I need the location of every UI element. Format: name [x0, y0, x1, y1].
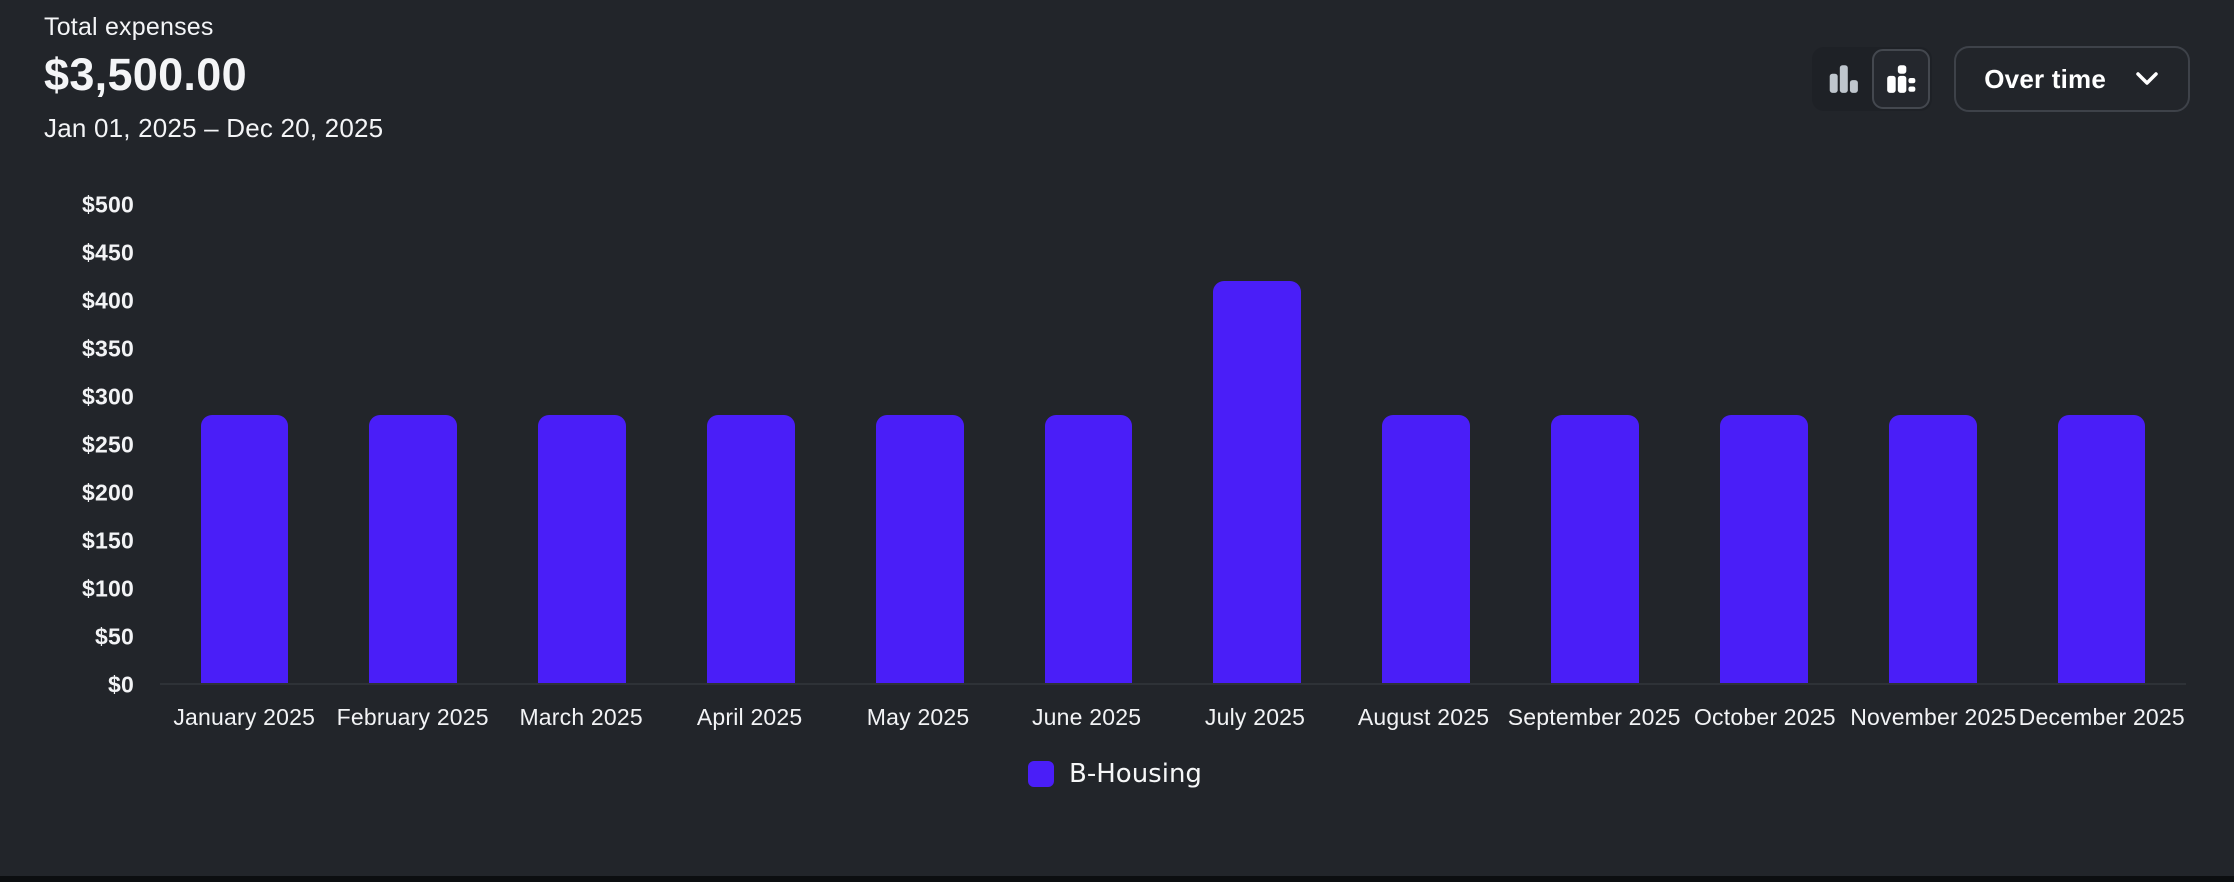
- bar-july-2025[interactable]: [1213, 281, 1302, 683]
- expenses-bar-chart: $500 $450 $400 $350 $300 $250 $200 $150 $100 $50 $…: [44, 192, 2186, 789]
- bar-slot: [1173, 205, 1342, 683]
- y-tick-label: $0: [108, 671, 134, 698]
- x-tick-label: July 2025: [1204, 704, 1306, 730]
- view-select-value: Over time: [1984, 63, 2106, 94]
- bar-slot: [1342, 205, 1511, 683]
- y-tick-label: $250: [82, 431, 134, 458]
- legend-item[interactable]: B-Housing: [44, 759, 2186, 789]
- bar-october-2025[interactable]: [1719, 415, 1808, 683]
- plot-area: [160, 205, 2186, 685]
- x-tick-label: June 2025: [1031, 704, 1142, 730]
- expenses-header: Total expenses $3,500.00 Jan 01, 2025 – …: [44, 12, 383, 144]
- x-tick-label: November 2025: [1850, 704, 2017, 730]
- page-title: Total expenses: [44, 13, 214, 41]
- bar-january-2025[interactable]: [200, 415, 289, 683]
- x-tick-label: August 2025: [1357, 704, 1490, 730]
- bar-slot: [1848, 205, 2017, 683]
- date-range: Jan 01, 2025 – Dec 20, 2025: [44, 113, 384, 143]
- y-axis: $500 $450 $400 $350 $300 $250 $200 $150 $100 $50 $…: [44, 192, 160, 698]
- y-tick-label: $500: [82, 191, 134, 218]
- bar-may-2025[interactable]: [875, 415, 964, 683]
- bar-slot: [835, 205, 1004, 683]
- bar-slot: [2017, 205, 2186, 683]
- y-tick-label: $150: [82, 527, 134, 554]
- x-tick-label: October 2025: [1693, 704, 1836, 730]
- bar-chart-toggle-button[interactable]: [1814, 49, 1872, 109]
- total-amount: $3,500.00: [44, 49, 247, 100]
- y-tick-label: $50: [95, 623, 134, 650]
- bar-december-2025[interactable]: [2057, 415, 2146, 683]
- x-tick-label: December 2025: [2018, 704, 2185, 730]
- bar-november-2025[interactable]: [1888, 415, 1977, 683]
- x-tick-label: September 2025: [1507, 704, 1681, 730]
- legend-swatch: [1028, 761, 1055, 787]
- stacked-chart-toggle-button[interactable]: [1872, 49, 1931, 109]
- bar-august-2025[interactable]: [1382, 415, 1471, 683]
- x-tick-label: May 2025: [866, 704, 970, 730]
- y-tick-label: $450: [82, 239, 134, 266]
- bar-slot: [498, 205, 667, 683]
- bar-slot: [1511, 205, 1680, 683]
- view-select[interactable]: Over time: [1954, 46, 2190, 112]
- x-axis: January 2025 February 2025 March 2025 April…: [160, 704, 2186, 731]
- x-tick-label: January 2025: [173, 704, 316, 730]
- bar-slot: [160, 205, 329, 683]
- bar-march-2025[interactable]: [538, 415, 626, 683]
- bar-slot: [329, 205, 498, 683]
- bar-february-2025[interactable]: [369, 415, 458, 683]
- chart-toolbar: Over time: [1812, 46, 2190, 112]
- bottom-edge-strip: [0, 876, 2234, 882]
- x-tick-label: March 2025: [519, 704, 643, 730]
- bar-april-2025[interactable]: [707, 415, 795, 683]
- chart-type-toggle: [1812, 47, 1933, 111]
- y-tick-label: $100: [82, 575, 134, 602]
- y-tick-label: $350: [82, 335, 134, 362]
- bar-slot: [666, 205, 835, 683]
- y-tick-label: $300: [82, 383, 134, 410]
- bar-chart-icon: [1826, 62, 1860, 96]
- x-tick-label: February 2025: [336, 704, 489, 730]
- x-tick-label: April 2025: [696, 704, 803, 730]
- y-tick-label: $400: [82, 287, 134, 314]
- bar-slot: [1004, 205, 1173, 683]
- bar-june-2025[interactable]: [1044, 415, 1133, 683]
- chevron-down-icon: [2134, 70, 2160, 88]
- stacked-chart-icon: [1884, 62, 1918, 96]
- bar-slot: [1679, 205, 1848, 683]
- y-tick-label: $200: [82, 479, 134, 506]
- legend-label: B-Housing: [1069, 759, 1202, 789]
- bar-september-2025[interactable]: [1551, 415, 1639, 683]
